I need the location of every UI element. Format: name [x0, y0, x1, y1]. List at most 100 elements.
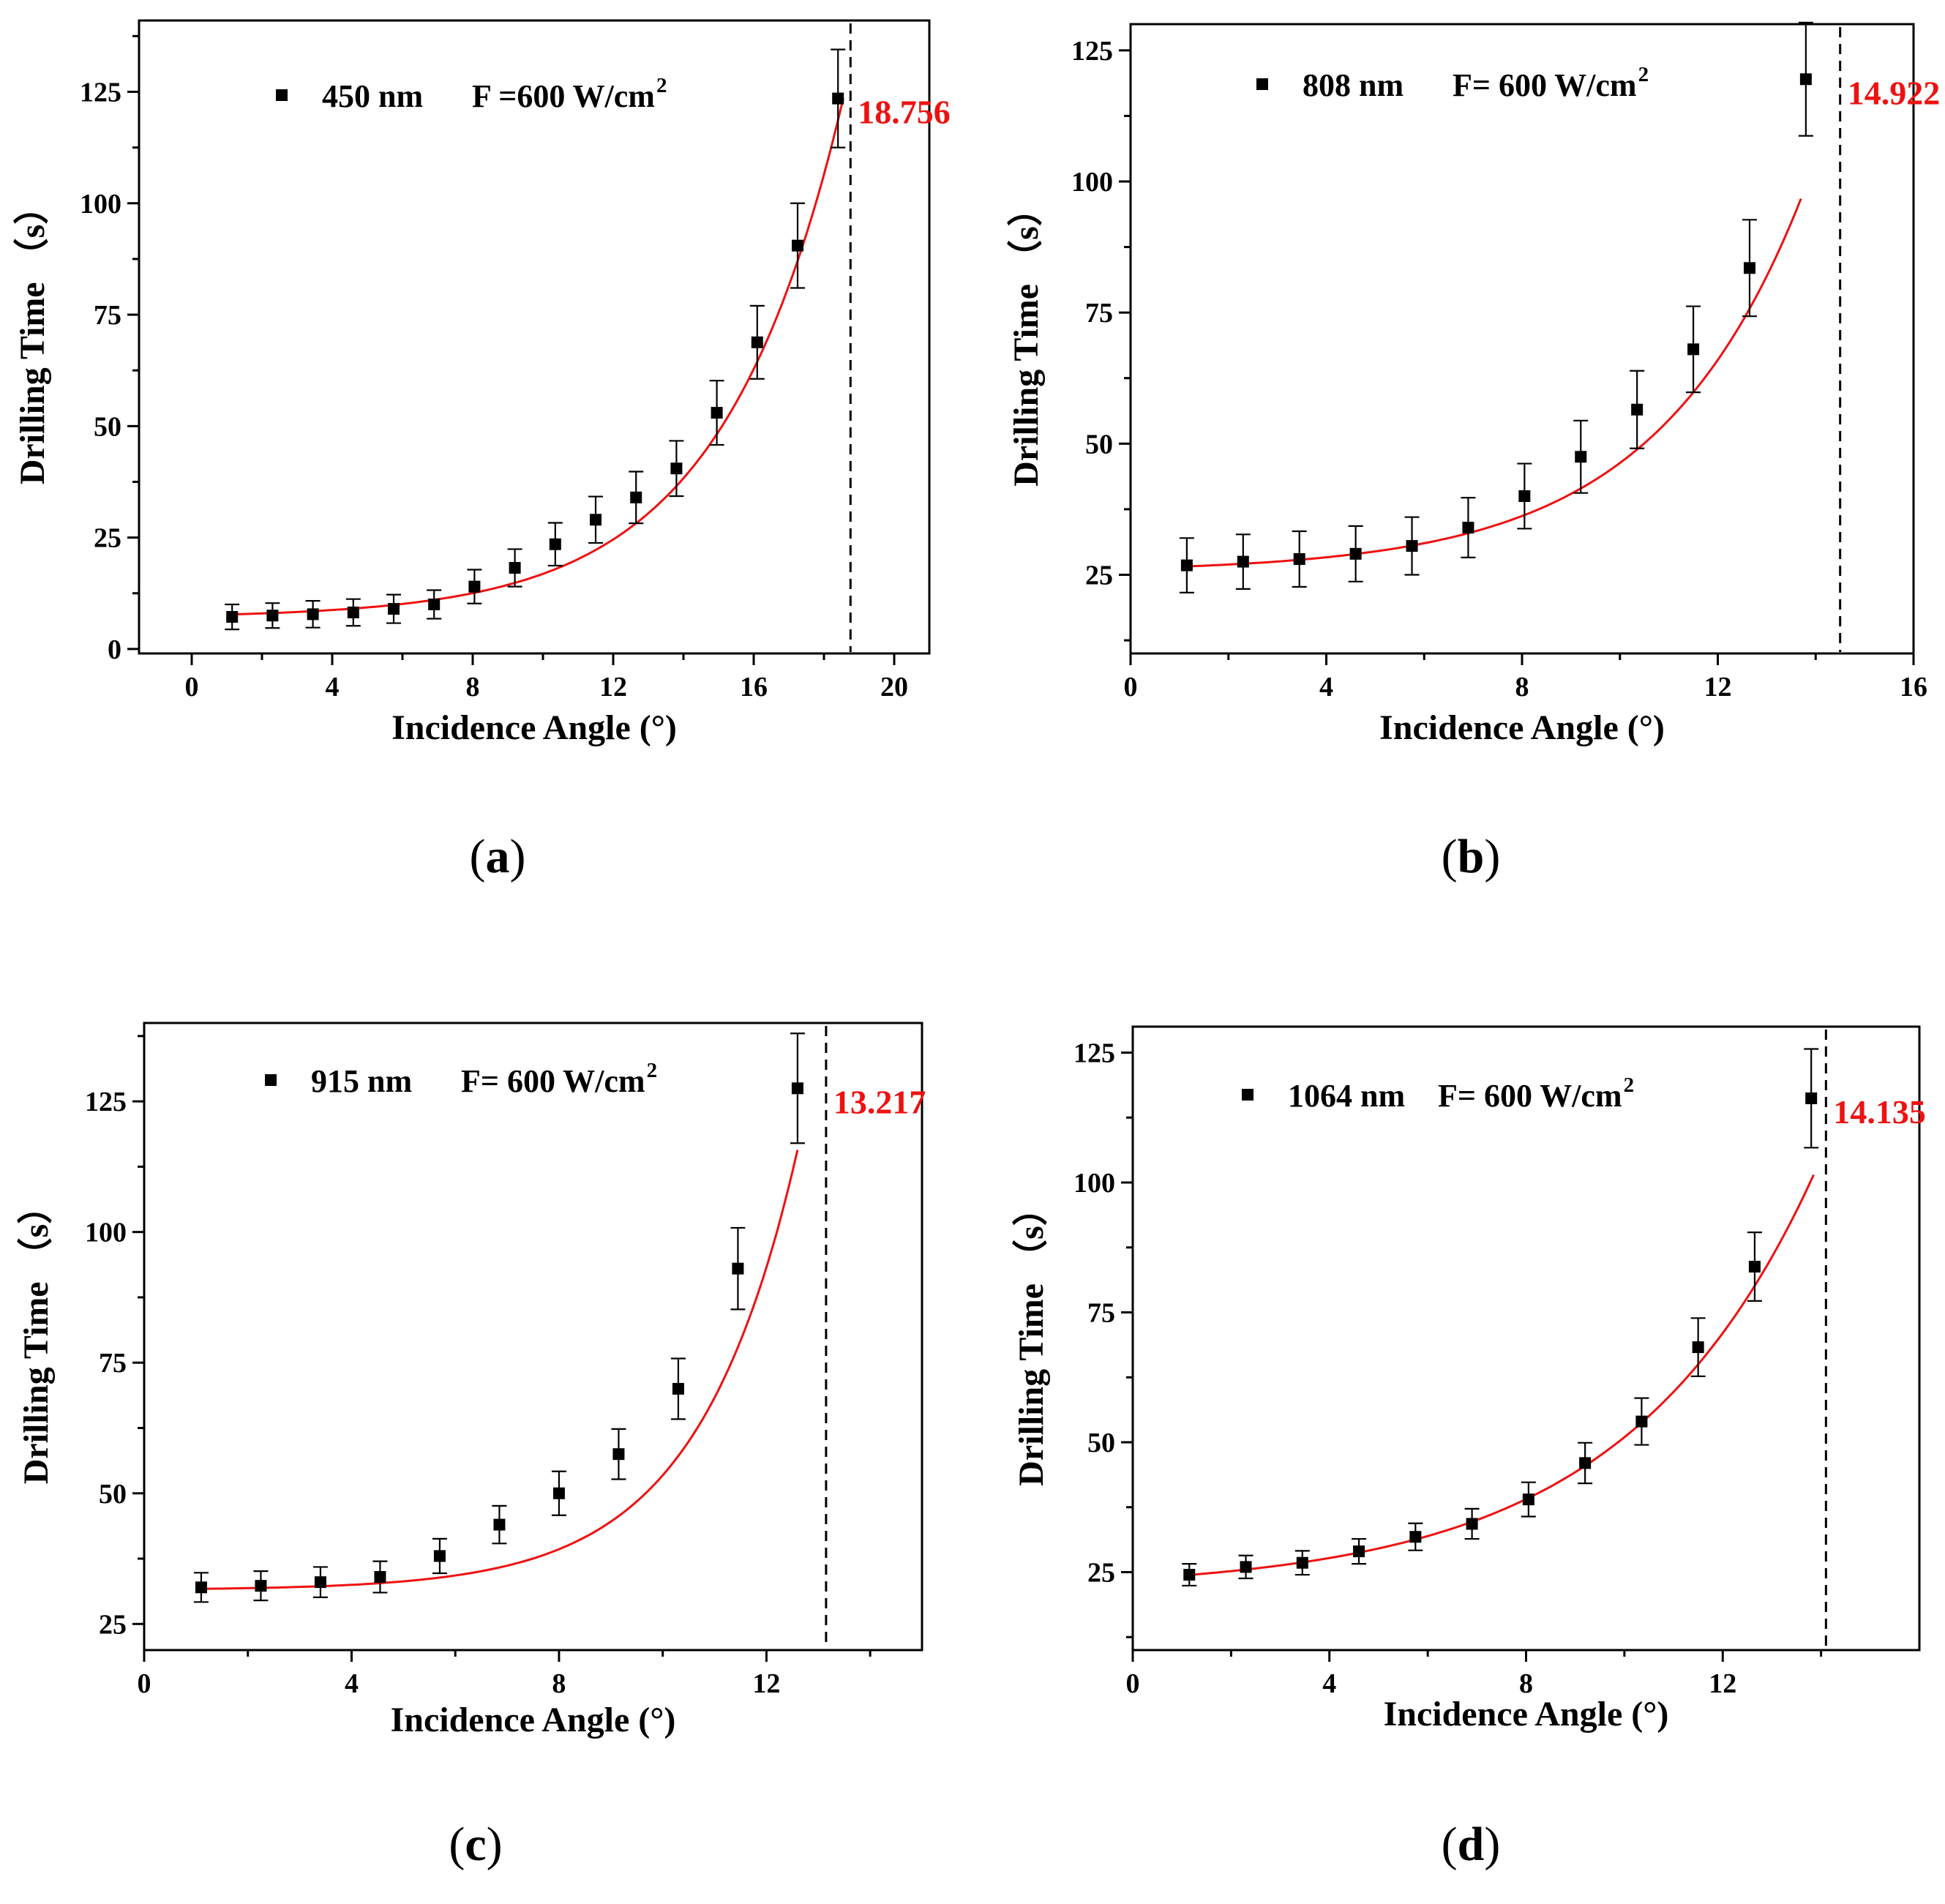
data-marker	[1748, 1261, 1761, 1273]
data-marker	[1296, 1556, 1308, 1569]
y-axis-title: Drilling Time （s）	[1012, 1191, 1051, 1486]
x-tick-label: 0	[1124, 672, 1138, 702]
data-point	[1630, 370, 1645, 449]
data-marker	[468, 580, 481, 593]
y-axis-title: Drilling Time （s）	[17, 1189, 56, 1485]
y-tick-label: 50	[1085, 429, 1113, 460]
data-marker	[1692, 1341, 1704, 1354]
y-tick-label: 100	[80, 189, 121, 220]
plot-frame	[138, 19, 931, 655]
legend-wavelength: 1064 nm	[1288, 1078, 1405, 1114]
legend-fluence: F= 600 W/cm	[1453, 67, 1637, 103]
data-point	[372, 1560, 388, 1594]
legend-wavelength: 450 nm	[322, 78, 423, 114]
data-point	[225, 603, 240, 631]
legend: 1064 nm F= 600 W/cm 2	[1242, 1073, 1634, 1114]
panel-label-letter: a	[486, 830, 510, 883]
data-point	[1798, 21, 1813, 137]
data-marker	[428, 598, 441, 610]
data-point	[669, 440, 684, 498]
data-point	[1182, 1563, 1197, 1587]
legend-marker	[265, 1074, 277, 1086]
data-point	[312, 1566, 328, 1598]
limit-angle-label: 13.217	[833, 1083, 926, 1120]
data-marker	[1743, 262, 1755, 274]
x-axis-title: Incidence Angle (°)	[1384, 1695, 1669, 1734]
data-point	[265, 602, 280, 629]
data-marker	[791, 1082, 803, 1095]
data-point	[629, 471, 644, 525]
panel-label: (d)	[1442, 1818, 1501, 1871]
data-point	[790, 1032, 805, 1144]
x-tick-label: 0	[185, 672, 199, 702]
data-marker	[1180, 559, 1193, 571]
data-marker	[590, 514, 602, 526]
data-point	[670, 1357, 686, 1420]
data-point	[253, 1570, 269, 1602]
y-axis-title: Drilling Time （s）	[13, 190, 52, 485]
x-tick-label: 12	[1704, 672, 1732, 702]
data-point	[730, 1226, 746, 1311]
data-marker	[1635, 1415, 1648, 1428]
y-tick-label: 100	[1073, 1168, 1115, 1199]
data-marker	[1687, 343, 1700, 356]
x-axis-title: Incidence Angle (°)	[391, 708, 677, 747]
data-point	[749, 304, 765, 380]
panel-label-letter: b	[1458, 830, 1485, 883]
chart-panel-c: 0 4 8 12 25 50 75 100 125 Incidence Angle (°) Dril…	[17, 1022, 926, 1871]
legend-fluence-superscript: 2	[1624, 1073, 1635, 1097]
y-tick-label: 25	[1085, 561, 1113, 591]
data-point	[547, 522, 563, 567]
data-point	[709, 380, 724, 446]
data-marker	[226, 611, 239, 623]
legend: 450 nm F =600 W/cm 2	[276, 74, 667, 114]
data-marker	[266, 610, 279, 622]
data-point	[611, 1428, 626, 1480]
data-point	[1352, 1537, 1367, 1565]
chart-panel-a: 0 4 8 12 16 20 0 25 50 75 100 125 Incidence Angle (°…	[13, 19, 951, 883]
data-marker	[1579, 1457, 1592, 1469]
y-tick-label: 25	[1087, 1558, 1115, 1589]
x-axis-title: Incidence Angle (°)	[1379, 708, 1665, 747]
data-marker	[549, 538, 561, 550]
y-tick-label: 0	[108, 634, 121, 665]
y-tick-label: 100	[85, 1218, 127, 1248]
data-point	[1517, 462, 1532, 530]
data-marker	[670, 462, 683, 475]
data-point	[1634, 1397, 1649, 1446]
data-point	[790, 202, 805, 289]
x-tick-label: 4	[326, 672, 340, 702]
panel-label-letter: d	[1458, 1818, 1485, 1871]
data-point	[507, 548, 522, 588]
data-point	[345, 598, 361, 627]
legend-wavelength: 808 nm	[1303, 67, 1404, 103]
plot-frame	[143, 1022, 923, 1652]
legend-wavelength: 915 nm	[311, 1063, 412, 1099]
y-tick-label: 100	[1071, 167, 1113, 198]
data-point	[1742, 219, 1757, 318]
data-point	[1179, 537, 1194, 593]
data-point	[831, 48, 846, 149]
y-tick-label: 75	[1087, 1298, 1115, 1329]
data-marker	[630, 491, 642, 503]
data-marker	[1183, 1569, 1196, 1581]
x-tick-label: 8	[466, 672, 480, 702]
legend: 915 nm F= 600 W/cm 2	[265, 1059, 657, 1099]
limit-angle-label: 14.135	[1833, 1093, 1926, 1131]
x-tick-label: 4	[1319, 672, 1333, 702]
data-marker	[792, 239, 803, 252]
x-tick-label: 12	[752, 1668, 780, 1699]
data-point	[1686, 305, 1701, 394]
legend-marker	[1242, 1089, 1253, 1101]
fit-curve	[201, 1150, 799, 1590]
plot-frame	[1131, 1025, 1921, 1652]
data-point	[1461, 497, 1476, 558]
data-marker	[732, 1262, 744, 1275]
limit-angle-label: 18.756	[858, 94, 951, 131]
x-tick-label: 0	[138, 1668, 151, 1699]
data-point	[305, 600, 321, 629]
legend-marker	[1256, 78, 1268, 90]
y-tick-label: 75	[1085, 298, 1113, 329]
y-tick-label: 125	[80, 77, 121, 108]
x-axis-title: Incidence Angle (°)	[391, 1701, 676, 1739]
